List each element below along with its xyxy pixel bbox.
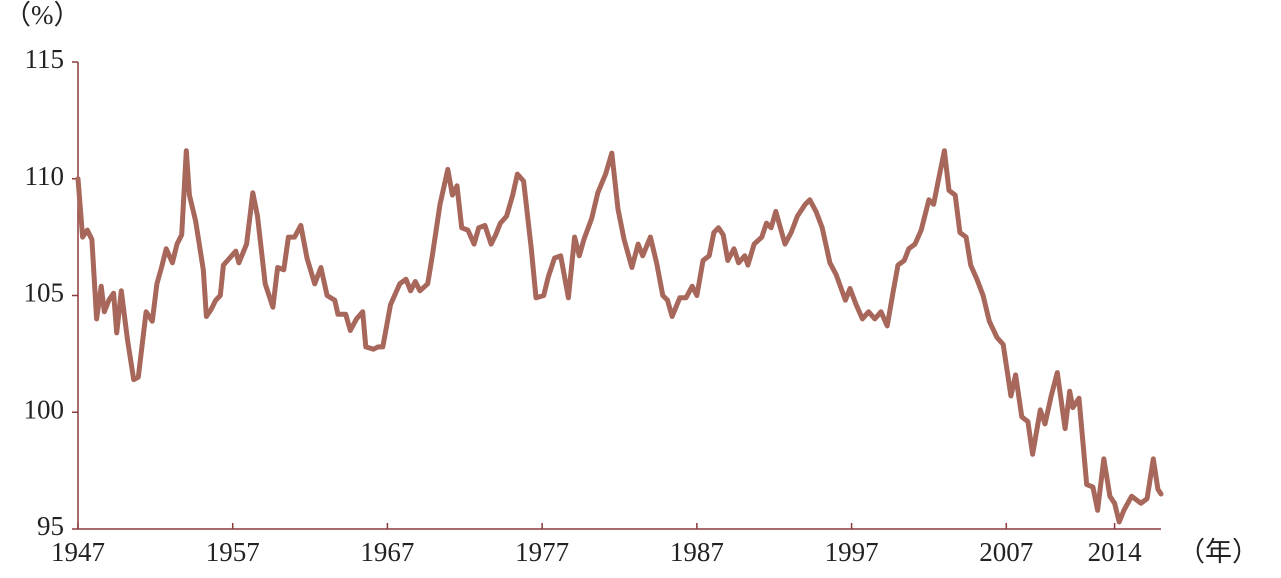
x-tick-label: 1967	[360, 537, 414, 567]
y-tick-label: 105	[24, 278, 65, 308]
x-tick-label: 1987	[670, 537, 724, 567]
line-series	[75, 148, 1164, 525]
x-tick-label: 2007	[979, 537, 1033, 567]
x-tick-label: 1997	[825, 537, 879, 567]
y-tick-label: 115	[25, 44, 65, 74]
y-tick-label: 100	[24, 394, 65, 424]
x-tick-label: 1977	[515, 537, 569, 567]
x-tick-label: 1957	[206, 537, 260, 567]
x-tick-label: 1947	[51, 537, 105, 567]
x-tick-label: 2014	[1088, 537, 1143, 567]
y-tick-label: 110	[25, 161, 65, 191]
y-tick-label: 95	[37, 511, 64, 541]
y-axis-label: （%）	[4, 0, 81, 30]
x-axis-label: （年）	[1178, 537, 1259, 567]
